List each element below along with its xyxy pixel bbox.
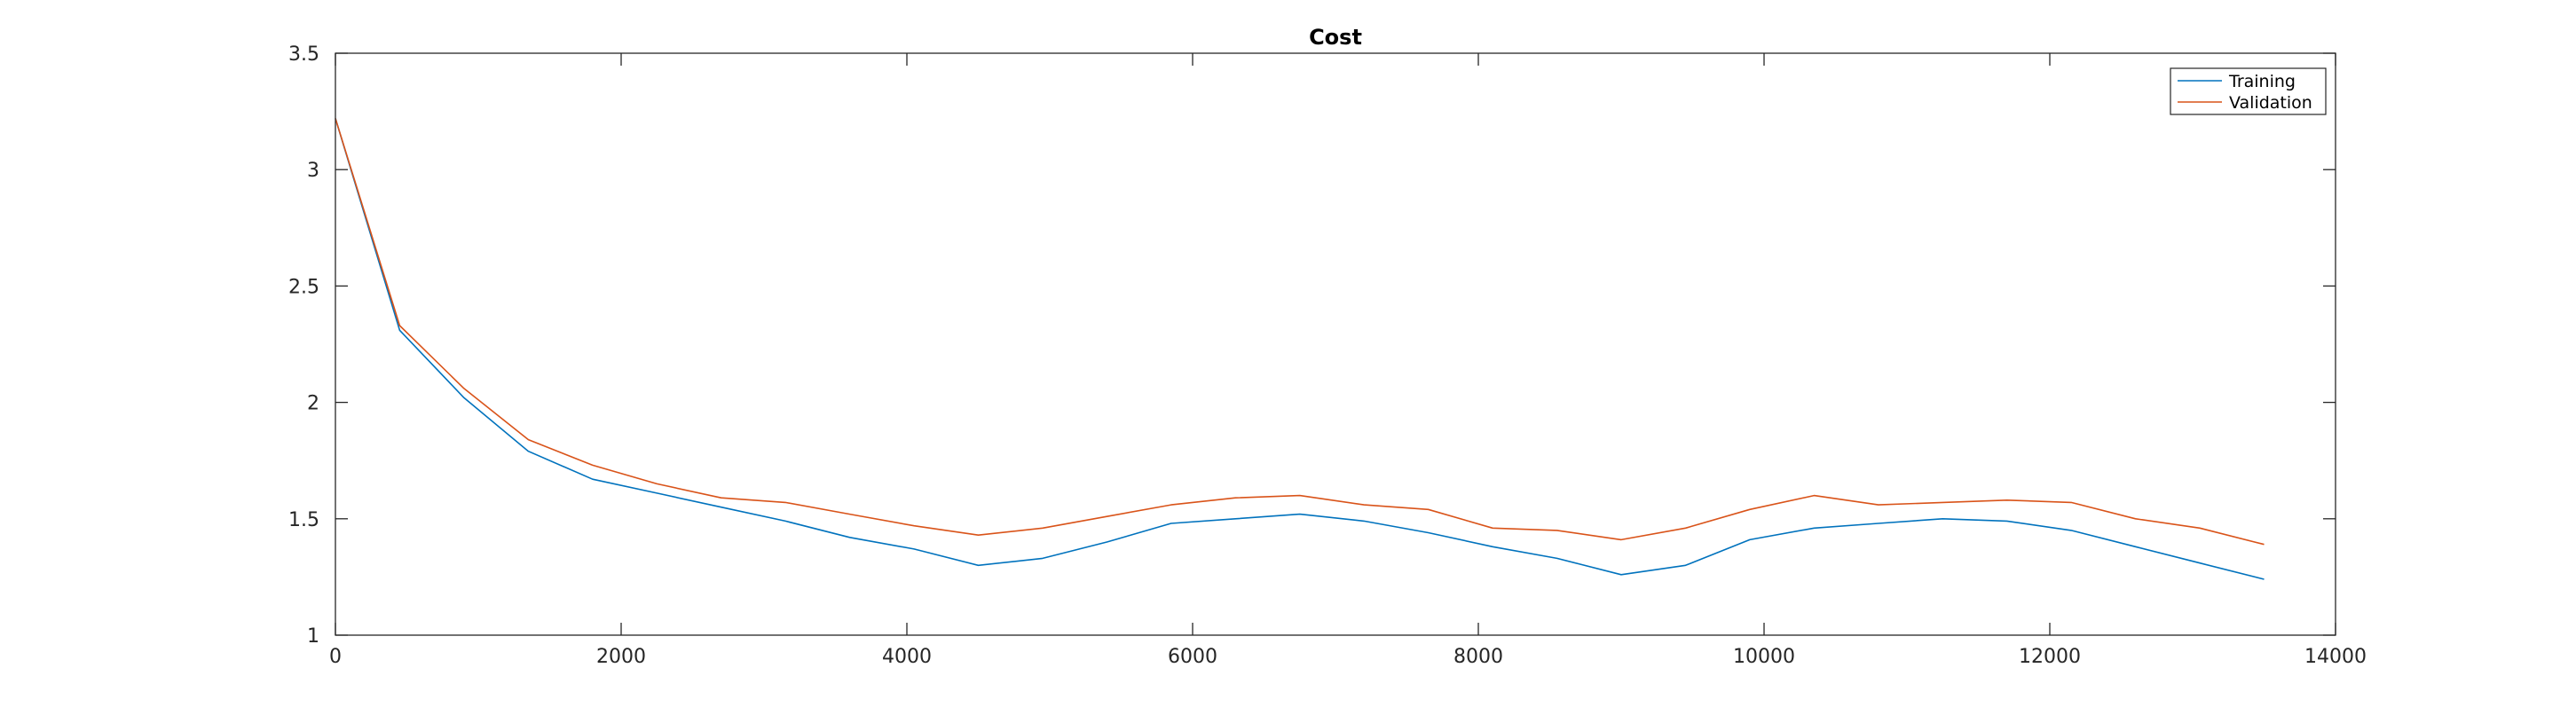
legend-label-validation: Validation (2229, 93, 2312, 113)
y-tick-label: 2 (307, 393, 319, 415)
y-tick-label: 1 (307, 625, 319, 648)
plot-layer: 0 2000 4000 6000 8000 10000 12000 14000 1 1.5 2 2.5… (288, 43, 2367, 668)
axes-frame (335, 52, 2336, 636)
legend-label-training: Training (2228, 72, 2296, 91)
y-tick-label: 3.5 (288, 43, 319, 66)
chart-title: Cost (1309, 25, 1362, 50)
series-line-training (335, 118, 2265, 580)
x-tick-label: 2000 (596, 646, 646, 668)
x-tick-label: 4000 (882, 646, 932, 668)
x-tick-label: 14000 (2304, 646, 2367, 668)
x-tick-label: 0 (329, 646, 342, 668)
legend-box (2170, 67, 2327, 115)
x-tick-label: 6000 (1168, 646, 1217, 668)
y-tick-label: 1.5 (288, 509, 319, 531)
series-line-validation (335, 118, 2265, 546)
x-tick-label: 10000 (1733, 646, 1795, 668)
x-tick-label: 8000 (1453, 646, 1503, 668)
legend: Training Validation (2170, 67, 2327, 115)
y-tick-label: 3 (307, 160, 319, 182)
x-tick-label: 12000 (2019, 646, 2081, 668)
plot-background (335, 53, 2336, 635)
y-tick-label: 2.5 (288, 276, 319, 298)
